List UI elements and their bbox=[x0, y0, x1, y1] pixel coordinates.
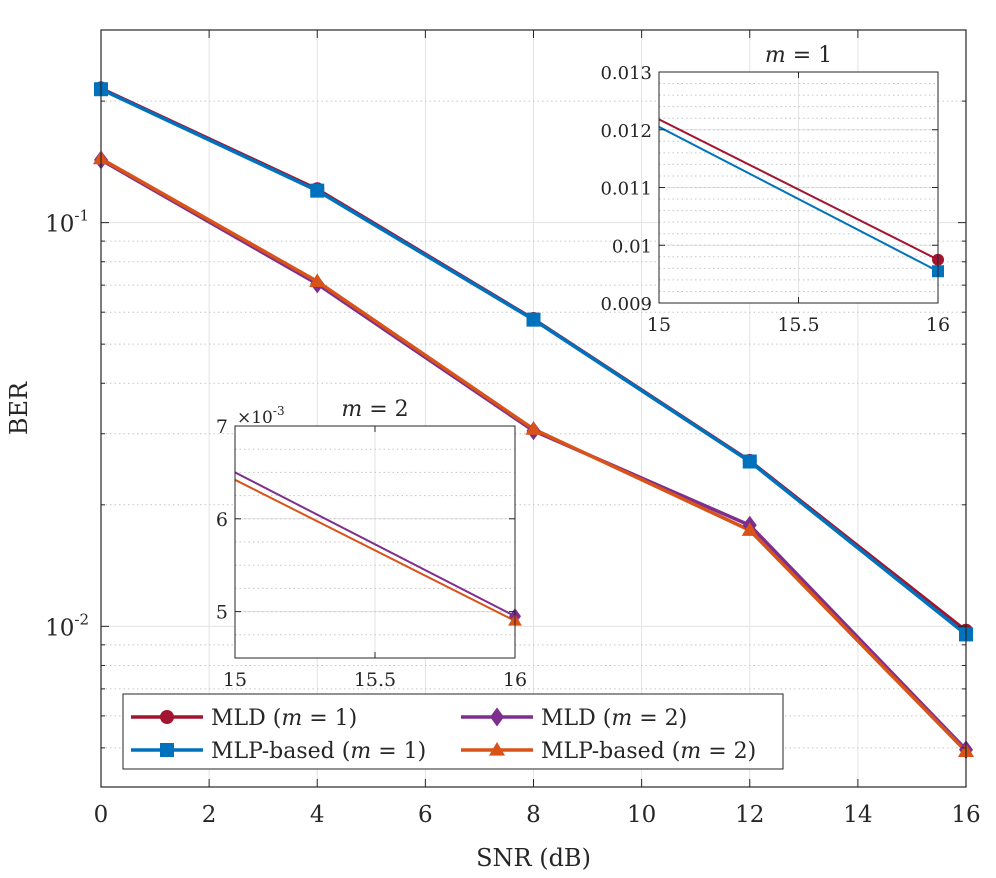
x-tick-label: 0 bbox=[94, 802, 109, 828]
inset-x-tick-label: 16 bbox=[503, 669, 527, 691]
y-tick-exponent: -1 bbox=[74, 207, 89, 225]
legend-var: m bbox=[611, 706, 632, 731]
y-tick-label: 10-2 bbox=[45, 610, 89, 641]
data-point-mlp-based-m-1 bbox=[310, 183, 325, 198]
legend-name: MLD ( bbox=[541, 706, 611, 731]
legend-marker-mld-m-2 bbox=[490, 707, 504, 727]
x-tick-label: 14 bbox=[843, 802, 872, 828]
inset-title-value: = 1 bbox=[786, 43, 832, 68]
inset-series-line-mlp-based-m-2 bbox=[234, 478, 516, 622]
data-point-mlp-based-m-2 bbox=[741, 522, 758, 536]
inset-x-tick-label: 15.5 bbox=[354, 669, 396, 691]
x-tick-label: 16 bbox=[951, 802, 980, 828]
legend-var: m bbox=[680, 739, 701, 764]
legend-value: = 2) bbox=[701, 739, 756, 764]
x-axis-label: SNR (dB) bbox=[476, 844, 591, 872]
y-axis-label: BER bbox=[5, 381, 33, 435]
inset-series-line-mld-m-1 bbox=[658, 118, 939, 261]
inset-title-value: = 2 bbox=[362, 397, 408, 422]
legend-var: m bbox=[281, 706, 302, 731]
legend-label-mlp-based-m-1: MLP-based (m = 1) bbox=[211, 739, 426, 764]
inset-x-tick-label: 15.5 bbox=[777, 314, 819, 336]
inset-y-tick-label: 7 bbox=[216, 416, 228, 438]
legend-value: = 1) bbox=[302, 706, 357, 731]
legend-name: MLD ( bbox=[211, 706, 281, 731]
data-point-mlp-based-m-1 bbox=[526, 312, 541, 327]
legend-marker-mlp-based-m-1 bbox=[160, 743, 174, 757]
inset-m1: 15 15.5 16 0.009 0.01 0.011 0.012 0.013 m = 1 bbox=[600, 43, 950, 336]
x-tick-label: 10 bbox=[627, 802, 656, 828]
main-ticks: 0 2 4 6 8 10 12 14 16 10-1 10-2 bbox=[45, 30, 981, 828]
data-point-mlp-based-m-1 bbox=[742, 454, 757, 469]
legend-label-mld-m-2: MLD (m = 2) bbox=[541, 706, 687, 731]
x-tick-label: 2 bbox=[202, 802, 217, 828]
inset-title-var: m bbox=[341, 397, 362, 422]
legend-label-mld-m-1: MLD (m = 1) bbox=[211, 706, 357, 731]
y-tick-exponent: -2 bbox=[74, 610, 89, 628]
main-series bbox=[92, 81, 975, 760]
x-tick-label: 4 bbox=[310, 802, 325, 828]
legend-name: MLP-based ( bbox=[211, 739, 350, 764]
legend-var: m bbox=[350, 739, 371, 764]
legend: MLD (m = 1) MLD (m = 2)MLP-based (m = 1) M… bbox=[122, 693, 784, 770]
legend-name: MLP-based ( bbox=[541, 739, 680, 764]
inset-y-tick-label: 0.012 bbox=[600, 121, 652, 142]
inset-y-tick-label: 0.009 bbox=[600, 294, 652, 315]
inset-series-line-mld-m-2 bbox=[234, 471, 516, 618]
inset-y-tick-label: 0.01 bbox=[612, 236, 652, 257]
inset-x-tick-label: 16 bbox=[926, 314, 950, 336]
inset-x-tick-label: 15 bbox=[647, 314, 671, 336]
inset-y-multiplier-exponent: -3 bbox=[273, 404, 285, 418]
legend-marker-mlp-based-m-2 bbox=[488, 741, 506, 756]
inset-y-tick-label: 6 bbox=[216, 509, 228, 531]
inset-y-tick-label: 5 bbox=[216, 602, 228, 624]
legend-box bbox=[122, 693, 784, 770]
x-tick-label: 8 bbox=[526, 802, 541, 828]
inset-title-var: m bbox=[765, 43, 786, 68]
x-tick-label: 6 bbox=[418, 802, 433, 828]
data-point-mlp-based-m-2 bbox=[525, 421, 542, 435]
legend-value: = 1) bbox=[371, 739, 426, 764]
legend-label-mlp-based-m-2: MLP-based (m = 2) bbox=[541, 739, 756, 764]
inset-x-tick-label: 15 bbox=[223, 669, 247, 691]
x-tick-label: 12 bbox=[735, 802, 764, 828]
inset-y-tick-label: 0.013 bbox=[600, 63, 652, 84]
inset-title: m = 1 bbox=[765, 43, 832, 68]
inset-y-tick-label: 0.011 bbox=[600, 179, 652, 200]
legend-value: = 2) bbox=[632, 706, 687, 731]
data-point-mlp-based-m-2 bbox=[309, 273, 326, 288]
inset-series-line-mlp-based-m-1 bbox=[658, 125, 939, 273]
inset-title: m = 2 bbox=[341, 397, 408, 422]
y-tick-label: 10-1 bbox=[45, 207, 89, 238]
legend-marker-mld-m-1 bbox=[160, 710, 174, 724]
